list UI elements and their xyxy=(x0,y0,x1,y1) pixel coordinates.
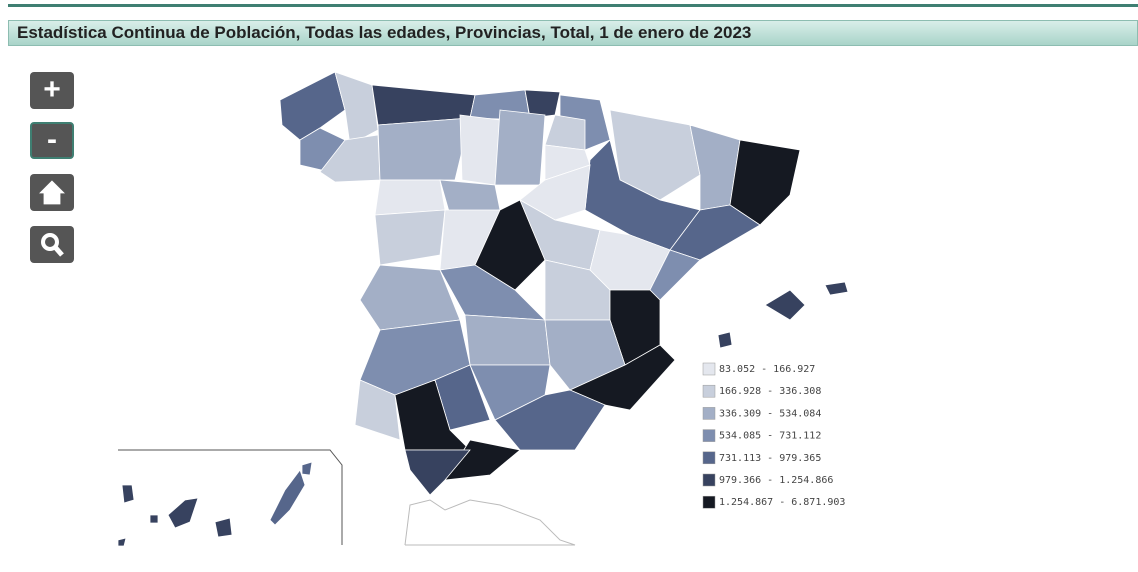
legend-swatch xyxy=(702,429,716,442)
map-title: Estadística Continua de Población, Todas… xyxy=(8,20,1138,46)
provinces xyxy=(117,71,849,547)
canary-inset-frame xyxy=(118,449,343,545)
legend-label: 1.254.867 - 6.871.903 xyxy=(719,497,845,508)
legend-swatch xyxy=(702,495,716,509)
legend-label: 166.928 - 336.308 xyxy=(719,386,821,397)
search-button[interactable] xyxy=(30,226,74,263)
legend-swatch xyxy=(702,473,716,487)
home-icon xyxy=(39,180,65,205)
legend-swatch xyxy=(702,384,716,398)
zoom-out-button[interactable]: - xyxy=(30,122,74,159)
legend-label: 83.052 - 166.927 xyxy=(719,364,815,375)
legend: 83.052 - 166.927 166.928 - 336.308 336.309… xyxy=(702,362,845,509)
legend-swatch xyxy=(702,407,716,420)
legend-label: 534.085 - 731.112 xyxy=(719,431,821,442)
africa-outline xyxy=(404,499,576,546)
legend-label: 336.309 - 534.084 xyxy=(719,408,821,419)
legend-swatch xyxy=(702,451,716,465)
zoom-in-button[interactable]: + xyxy=(30,72,74,109)
legend-label: 731.113 - 979.365 xyxy=(719,453,821,464)
home-button[interactable] xyxy=(30,174,74,211)
top-rule xyxy=(8,4,1138,7)
legend-swatch xyxy=(702,362,716,376)
search-icon xyxy=(41,233,64,257)
legend-label: 979.366 - 1.254.866 xyxy=(719,475,833,486)
